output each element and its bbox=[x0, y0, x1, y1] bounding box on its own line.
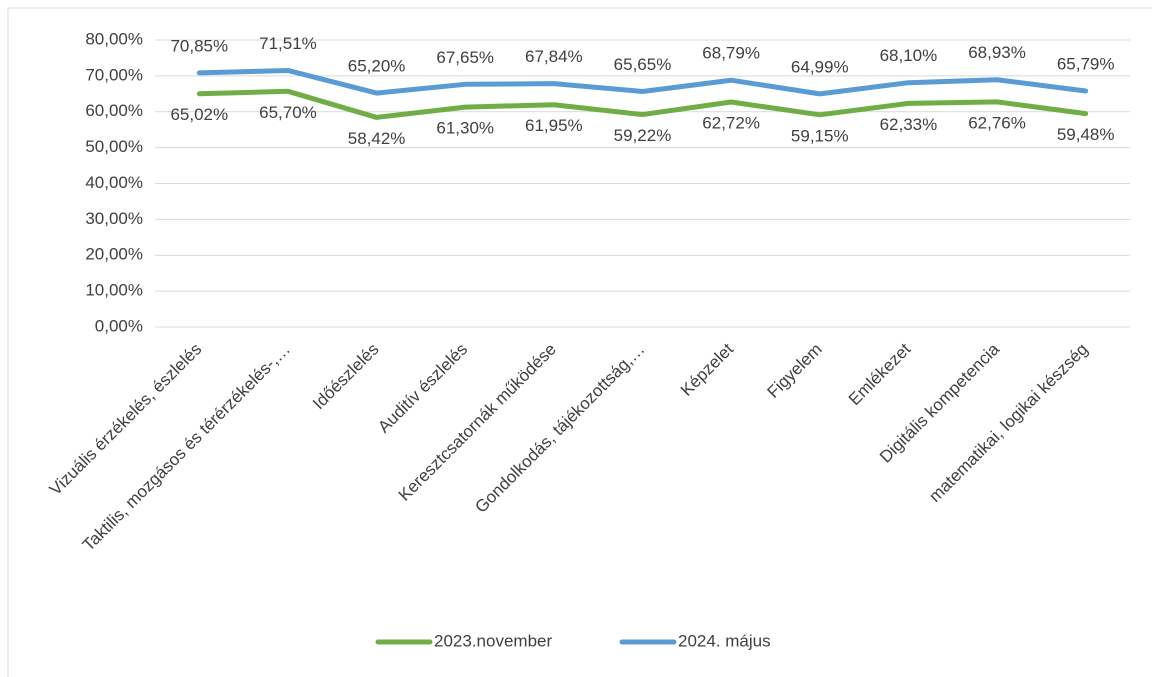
data-label: 62,33% bbox=[880, 115, 938, 134]
data-label: 65,70% bbox=[259, 103, 317, 122]
data-label: 68,93% bbox=[968, 43, 1026, 62]
x-tick-label: matematikai, logikai készség bbox=[925, 340, 1091, 506]
x-tick-label: Vizuális érzékelés, észlelés bbox=[46, 340, 206, 500]
data-label: 58,42% bbox=[348, 129, 406, 148]
data-label: 68,10% bbox=[880, 46, 938, 65]
y-tick-label: 20,00% bbox=[85, 245, 143, 264]
data-label: 71,51% bbox=[259, 34, 317, 53]
x-tick-label: Auditív észlelés bbox=[374, 340, 471, 437]
data-label: 64,99% bbox=[791, 57, 849, 76]
y-tick-label: 70,00% bbox=[85, 65, 143, 84]
x-tick-label: Keresztcsatornák működése bbox=[395, 340, 560, 505]
data-label: 70,85% bbox=[170, 36, 228, 55]
data-label: 65,20% bbox=[348, 57, 406, 76]
y-tick-label: 30,00% bbox=[85, 209, 143, 228]
data-label: 62,72% bbox=[702, 113, 760, 132]
x-tick-label: Képzelet bbox=[677, 339, 737, 399]
series-line bbox=[196, 67, 1089, 97]
x-tick-label: Figyelem bbox=[764, 340, 826, 402]
chart-border bbox=[7, 7, 1152, 677]
y-tick-label: 80,00% bbox=[85, 29, 143, 48]
data-label: 65,65% bbox=[614, 55, 672, 74]
x-tick-label: Emlékezet bbox=[845, 339, 915, 409]
y-tick-label: 40,00% bbox=[85, 173, 143, 192]
x-tick-label: Gondolkodás, tájékozottság,… bbox=[471, 340, 648, 517]
data-label: 67,84% bbox=[525, 47, 583, 66]
y-tick-label: 0,00% bbox=[95, 316, 143, 335]
y-tick-label: 50,00% bbox=[85, 137, 143, 156]
data-label: 59,15% bbox=[791, 126, 849, 145]
data-label: 67,65% bbox=[436, 48, 494, 67]
data-label: 65,79% bbox=[1057, 54, 1115, 73]
legend-label: 2023.november bbox=[434, 631, 552, 650]
series-line bbox=[196, 88, 1089, 120]
data-label: 65,02% bbox=[170, 105, 228, 124]
y-tick-label: 10,00% bbox=[85, 281, 143, 300]
data-label: 59,48% bbox=[1057, 125, 1115, 144]
data-label: 62,76% bbox=[968, 113, 1026, 132]
data-label: 61,30% bbox=[436, 119, 494, 138]
legend-label: 2024. május bbox=[678, 631, 771, 650]
x-tick-label: Időészlelés bbox=[309, 340, 383, 414]
y-tick-label: 60,00% bbox=[85, 101, 143, 120]
data-label: 61,95% bbox=[525, 116, 583, 135]
data-label: 68,79% bbox=[702, 44, 760, 63]
data-label: 59,22% bbox=[614, 126, 672, 145]
